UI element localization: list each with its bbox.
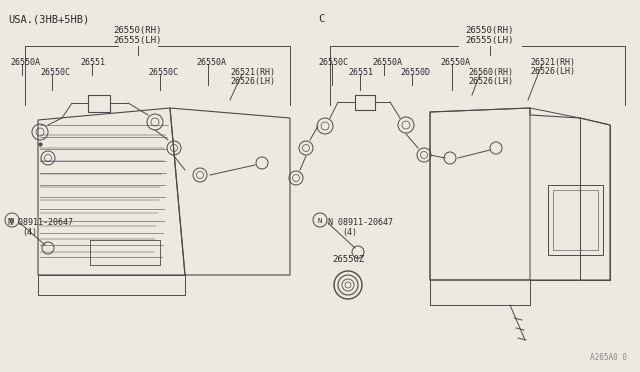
Text: 26521(RH): 26521(RH) [230,68,275,77]
Text: 26551: 26551 [348,68,373,77]
Text: 26550D: 26550D [400,68,430,77]
Text: 26550Z: 26550Z [332,255,364,264]
Text: 26550A: 26550A [10,58,40,67]
Text: 26550A: 26550A [372,58,402,67]
Text: C: C [318,14,324,24]
Text: 26551: 26551 [80,58,105,67]
Text: N 08911-20647: N 08911-20647 [8,218,73,227]
Text: USA.(3HB+5HB): USA.(3HB+5HB) [8,14,89,24]
Text: 26550(RH): 26550(RH) [466,26,514,35]
Text: 26526(LH): 26526(LH) [230,77,275,86]
Text: 26555(LH): 26555(LH) [114,36,162,45]
Text: 26550C: 26550C [40,68,70,77]
Text: 26550A: 26550A [440,58,470,67]
Text: N 08911-20647: N 08911-20647 [328,218,393,227]
Text: 26550C: 26550C [318,58,348,67]
Text: 26550A: 26550A [196,58,226,67]
Text: 26560(RH): 26560(RH) [468,68,513,77]
Text: N: N [317,218,321,224]
Text: 26550C: 26550C [148,68,178,77]
Text: A265A0 0: A265A0 0 [590,353,627,362]
Text: 26526(LH): 26526(LH) [530,67,575,76]
Text: 26526(LH): 26526(LH) [468,77,513,86]
Text: 26555(LH): 26555(LH) [466,36,514,45]
Text: 26550(RH): 26550(RH) [114,26,162,35]
Text: 26521(RH): 26521(RH) [530,58,575,67]
Text: (4): (4) [342,228,357,237]
Text: N: N [9,218,13,224]
Text: (4): (4) [22,228,37,237]
